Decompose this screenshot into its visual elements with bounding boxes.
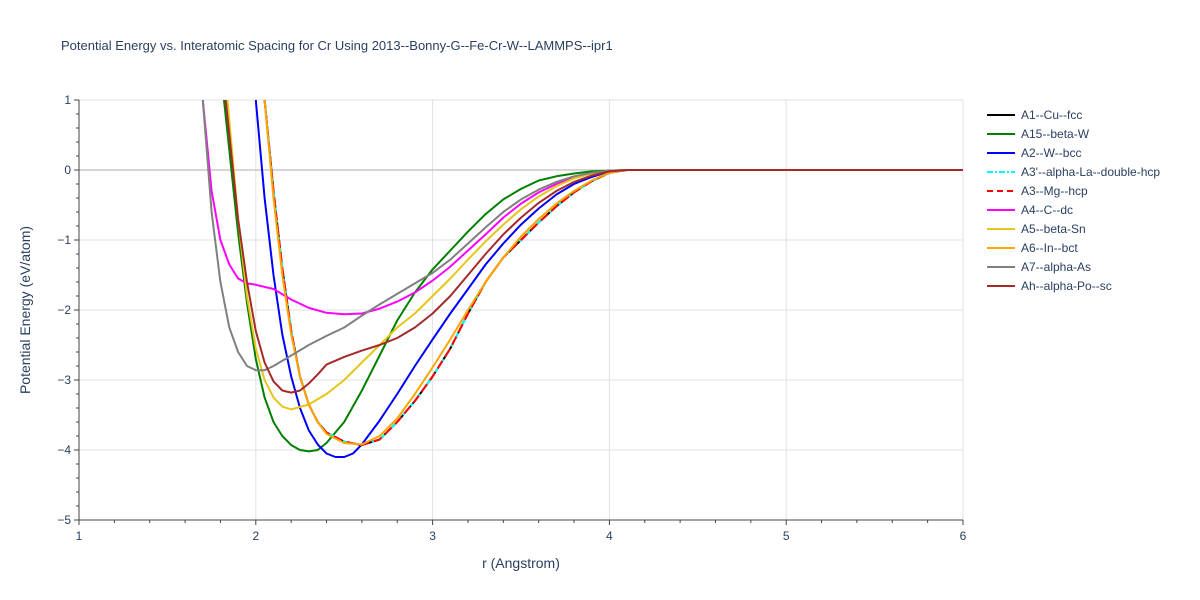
legend-item[interactable]: A7--alpha-As <box>987 260 1091 274</box>
legend-item[interactable]: Ah--alpha-Po--sc <box>987 279 1112 293</box>
x-tick-label: 5 <box>783 529 790 543</box>
series-line-ah-alpha-po-sc <box>224 99 963 394</box>
series-line-a6-in-bct <box>263 99 963 446</box>
legend-label: A3--Mg--hcp <box>1021 184 1088 198</box>
series-layer <box>201 99 963 458</box>
series-line-a4-c-dc <box>201 99 963 316</box>
y-tick-label: −1 <box>57 233 71 247</box>
series-line-a7-alpha-as <box>201 99 963 372</box>
legend-label: Ah--alpha-Po--sc <box>1021 279 1112 293</box>
legend-item[interactable]: A3--Mg--hcp <box>987 184 1088 198</box>
legend-label: A6--In--bct <box>1021 241 1078 255</box>
chart-title: Potential Energy vs. Interatomic Spacing… <box>61 38 613 53</box>
y-tick-label: −2 <box>57 303 71 317</box>
legend-item[interactable]: A4--C--dc <box>987 203 1073 217</box>
legend-label: A5--beta-Sn <box>1021 222 1086 236</box>
legend-item[interactable]: A15--beta-W <box>987 127 1090 141</box>
x-tick-label: 6 <box>960 529 967 543</box>
series-line-a5-beta-sn <box>226 99 963 411</box>
legend-item[interactable]: A5--beta-Sn <box>987 222 1086 236</box>
y-tick-label: 1 <box>64 93 71 107</box>
legend-label: A2--W--bcc <box>1021 146 1081 160</box>
y-axis-title: Potential Energy (eV/atom) <box>17 226 33 394</box>
x-axis-title: r (Angstrom) <box>482 555 560 571</box>
y-tick-label: −4 <box>57 443 71 457</box>
x-tick-labels: 1 2 3 4 5 6 <box>76 529 967 543</box>
legend-label: A4--C--dc <box>1021 203 1073 217</box>
y-tick-label: 0 <box>64 163 71 177</box>
legend-item[interactable]: A1--Cu--fcc <box>987 108 1082 122</box>
legend-label: A1--Cu--fcc <box>1021 108 1082 122</box>
x-tick-label: 1 <box>76 529 83 543</box>
series-line-a15-beta-w <box>223 99 963 453</box>
legend-label: A15--beta-W <box>1021 127 1090 141</box>
legend[interactable]: A1--Cu--fcc A15--beta-W A2--W--bcc A3'--alp… <box>987 108 1160 293</box>
legend-item[interactable]: A2--W--bcc <box>987 146 1081 160</box>
x-tick-label: 2 <box>252 529 259 543</box>
legend-label: A7--alpha-As <box>1021 260 1091 274</box>
x-tick-label: 3 <box>429 529 436 543</box>
y-tick-label: −5 <box>57 513 71 527</box>
axes <box>74 99 964 525</box>
y-tick-labels: 1 0 −1 −2 −3 −4 −5 <box>57 93 71 527</box>
series-line-a2-w-bcc <box>254 99 963 458</box>
legend-item[interactable]: A3'--alpha-La--double-hcp <box>987 165 1160 179</box>
legend-item[interactable]: A6--In--bct <box>987 241 1078 255</box>
x-tick-label: 4 <box>606 529 613 543</box>
legend-label: A3'--alpha-La--double-hcp <box>1021 165 1160 179</box>
y-tick-label: −3 <box>57 373 71 387</box>
